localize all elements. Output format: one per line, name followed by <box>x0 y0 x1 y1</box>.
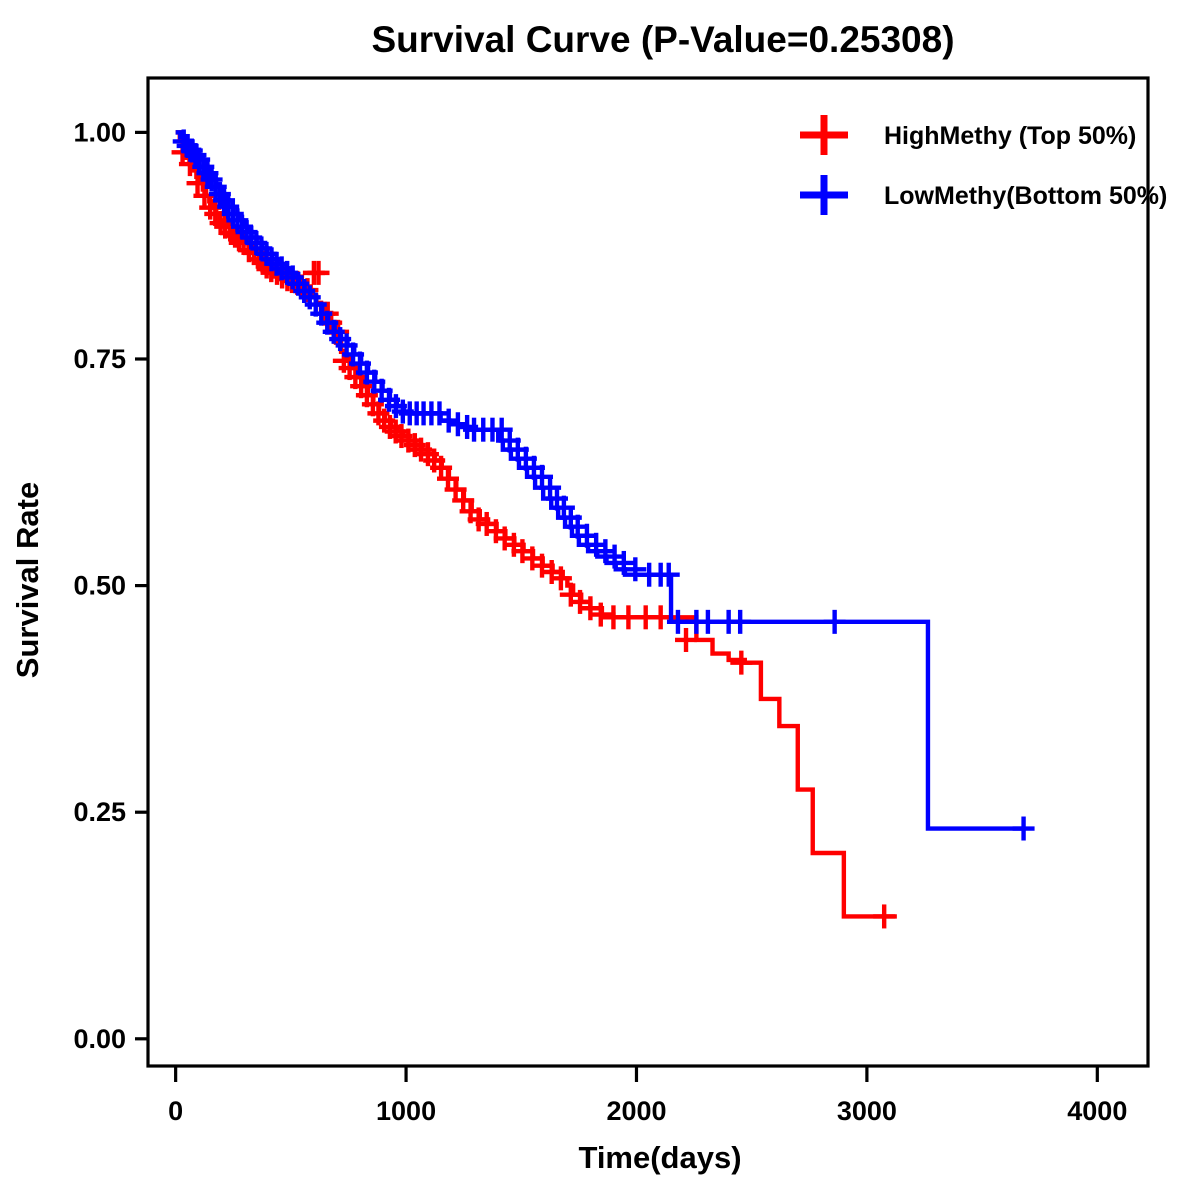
chart-title: Survival Curve (P-Value=0.25308) <box>371 19 954 60</box>
chart-legend: HighMethy (Top 50%) LowMethy(Bottom 50%) <box>800 115 1167 215</box>
x-tick-label: 4000 <box>1067 1096 1127 1126</box>
series-low-methy <box>172 129 1035 841</box>
y-axis-title: Survival Rate <box>10 482 45 678</box>
y-tick-label: 1.00 <box>73 117 126 147</box>
legend-label: LowMethy(Bottom 50%) <box>884 182 1167 210</box>
y-tick-label: 0.00 <box>73 1024 126 1054</box>
x-axis-ticks: 0 1000 2000 3000 4000 <box>168 1066 1127 1126</box>
x-axis-title: Time(days) <box>578 1140 741 1175</box>
x-tick-label: 3000 <box>837 1096 897 1126</box>
x-tick-label: 2000 <box>606 1096 666 1126</box>
x-tick-label: 1000 <box>376 1096 436 1126</box>
legend-label: HighMethy (Top 50%) <box>884 122 1136 150</box>
censor-marks <box>171 140 896 929</box>
series-layer <box>171 129 1035 929</box>
series-high-methy <box>171 130 897 929</box>
y-tick-label: 0.50 <box>73 571 126 601</box>
legend-item[interactable]: HighMethy (Top 50%) <box>800 115 1136 155</box>
legend-item[interactable]: LowMethy(Bottom 50%) <box>800 175 1167 215</box>
y-tick-label: 0.75 <box>73 344 126 374</box>
plot-frame <box>146 76 1150 1068</box>
y-tick-label: 0.25 <box>73 797 126 827</box>
censor-marks <box>172 129 1035 841</box>
y-axis-ticks: 0.00 0.25 0.50 0.75 1.00 <box>73 117 148 1054</box>
x-tick-label: 0 <box>168 1096 183 1126</box>
